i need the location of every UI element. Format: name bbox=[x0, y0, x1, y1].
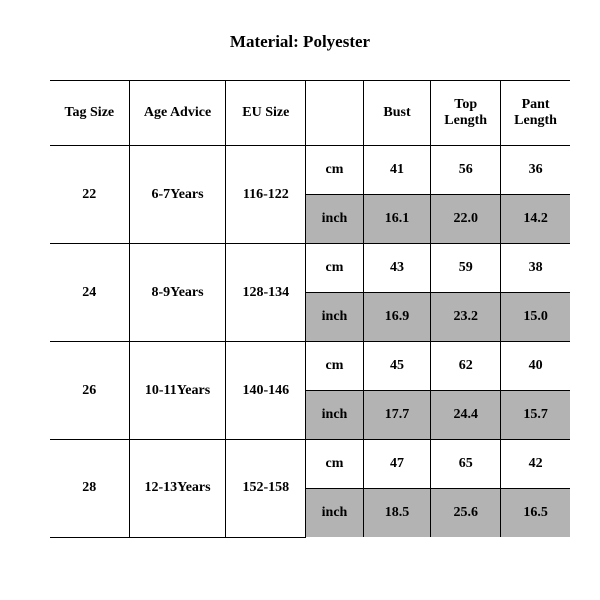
cell-top-inch: 23.2 bbox=[431, 293, 501, 342]
cell-pant-inch: 14.2 bbox=[501, 195, 570, 244]
cell-unit-cm: cm bbox=[306, 440, 364, 489]
cell-pant-inch: 16.5 bbox=[501, 489, 570, 538]
cell-tag-size: 22 bbox=[50, 146, 129, 244]
cell-bust-cm: 47 bbox=[363, 440, 430, 489]
table-row: 24 8-9Years 128-134 cm 43 59 38 bbox=[50, 244, 570, 293]
cell-bust-cm: 45 bbox=[363, 342, 430, 391]
size-chart-table: Tag Size Age Advice EU Size Bust Top Len… bbox=[50, 80, 570, 538]
cell-bust-inch: 18.5 bbox=[363, 489, 430, 538]
cell-top-cm: 62 bbox=[431, 342, 501, 391]
col-pant-length: Pant Length bbox=[501, 81, 570, 146]
cell-unit-inch: inch bbox=[306, 489, 364, 538]
cell-top-cm: 59 bbox=[431, 244, 501, 293]
table-row: 26 10-11Years 140-146 cm 45 62 40 bbox=[50, 342, 570, 391]
cell-age-advice: 6-7Years bbox=[129, 146, 226, 244]
cell-pant-inch: 15.0 bbox=[501, 293, 570, 342]
col-top-length: Top Length bbox=[431, 81, 501, 146]
cell-eu-size: 128-134 bbox=[226, 244, 306, 342]
cell-bust-inch: 16.9 bbox=[363, 293, 430, 342]
col-eu-size: EU Size bbox=[226, 81, 306, 146]
cell-tag-size: 24 bbox=[50, 244, 129, 342]
page-title: Material: Polyester bbox=[0, 0, 600, 80]
header-row: Tag Size Age Advice EU Size Bust Top Len… bbox=[50, 81, 570, 146]
cell-top-inch: 22.0 bbox=[431, 195, 501, 244]
cell-pant-inch: 15.7 bbox=[501, 391, 570, 440]
col-age-advice: Age Advice bbox=[129, 81, 226, 146]
cell-top-inch: 25.6 bbox=[431, 489, 501, 538]
col-bust: Bust bbox=[363, 81, 430, 146]
cell-tag-size: 26 bbox=[50, 342, 129, 440]
cell-bust-cm: 43 bbox=[363, 244, 430, 293]
cell-top-cm: 56 bbox=[431, 146, 501, 195]
cell-tag-size: 28 bbox=[50, 440, 129, 538]
table-row: 22 6-7Years 116-122 cm 41 56 36 bbox=[50, 146, 570, 195]
cell-age-advice: 8-9Years bbox=[129, 244, 226, 342]
cell-unit-cm: cm bbox=[306, 146, 364, 195]
cell-unit-inch: inch bbox=[306, 391, 364, 440]
cell-pant-cm: 38 bbox=[501, 244, 570, 293]
cell-top-cm: 65 bbox=[431, 440, 501, 489]
cell-unit-inch: inch bbox=[306, 293, 364, 342]
cell-unit-inch: inch bbox=[306, 195, 364, 244]
cell-pant-cm: 42 bbox=[501, 440, 570, 489]
cell-bust-inch: 16.1 bbox=[363, 195, 430, 244]
cell-age-advice: 10-11Years bbox=[129, 342, 226, 440]
cell-unit-cm: cm bbox=[306, 342, 364, 391]
col-unit bbox=[306, 81, 364, 146]
cell-pant-cm: 36 bbox=[501, 146, 570, 195]
cell-unit-cm: cm bbox=[306, 244, 364, 293]
cell-top-inch: 24.4 bbox=[431, 391, 501, 440]
cell-bust-cm: 41 bbox=[363, 146, 430, 195]
cell-eu-size: 116-122 bbox=[226, 146, 306, 244]
table-row: 28 12-13Years 152-158 cm 47 65 42 bbox=[50, 440, 570, 489]
cell-bust-inch: 17.7 bbox=[363, 391, 430, 440]
cell-pant-cm: 40 bbox=[501, 342, 570, 391]
col-tag-size: Tag Size bbox=[50, 81, 129, 146]
cell-eu-size: 140-146 bbox=[226, 342, 306, 440]
cell-eu-size: 152-158 bbox=[226, 440, 306, 538]
cell-age-advice: 12-13Years bbox=[129, 440, 226, 538]
